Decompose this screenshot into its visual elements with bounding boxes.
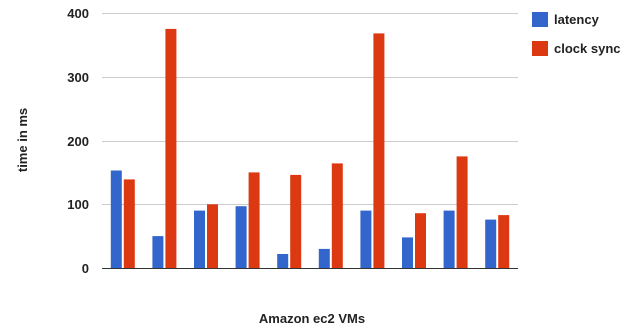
y-tick-label: 0 xyxy=(82,261,89,276)
bar-clock-sync-1 xyxy=(123,179,135,268)
bar-clock-sync-10 xyxy=(498,215,510,268)
bar-latency-8 xyxy=(402,237,413,268)
legend-swatch-latency xyxy=(532,12,548,27)
bar-clock-sync-9 xyxy=(456,156,468,268)
legend: latency clock sync xyxy=(532,12,621,56)
x-axis-title: Amazon ec2 VMs xyxy=(259,311,365,326)
y-axis-title: time in ms xyxy=(15,108,30,172)
y-tick-label: 200 xyxy=(67,134,89,149)
bar-latency-7 xyxy=(360,210,372,268)
bar-clock-sync-4 xyxy=(248,172,260,268)
bar-latency-3 xyxy=(194,210,205,268)
legend-swatch-clock-sync xyxy=(532,41,548,56)
bar-clock-sync-5 xyxy=(290,174,302,268)
bar-clock-sync-7 xyxy=(373,33,385,269)
bar-latency-6 xyxy=(318,248,330,268)
bar-clock-sync-8 xyxy=(415,213,426,268)
y-tick-label: 400 xyxy=(67,6,89,21)
bar-latency-9 xyxy=(443,210,455,268)
bar-latency-1 xyxy=(110,170,122,268)
bar-latency-2 xyxy=(152,236,164,268)
gridlines xyxy=(102,13,518,269)
bar-clock-sync-2 xyxy=(165,28,177,269)
bar-clock-sync-6 xyxy=(331,163,343,268)
bars xyxy=(110,28,510,269)
legend-label-latency: latency xyxy=(554,12,600,27)
y-axis: 0 100 200 300 400 xyxy=(67,6,89,276)
bar-clock-sync-3 xyxy=(207,204,218,269)
bar-latency-4 xyxy=(235,206,247,268)
legend-label-clock-sync: clock sync xyxy=(554,41,621,56)
y-tick-label: 300 xyxy=(67,70,89,85)
y-tick-label: 100 xyxy=(67,197,89,212)
bar-latency-5 xyxy=(277,254,289,268)
bar-latency-10 xyxy=(485,219,497,268)
